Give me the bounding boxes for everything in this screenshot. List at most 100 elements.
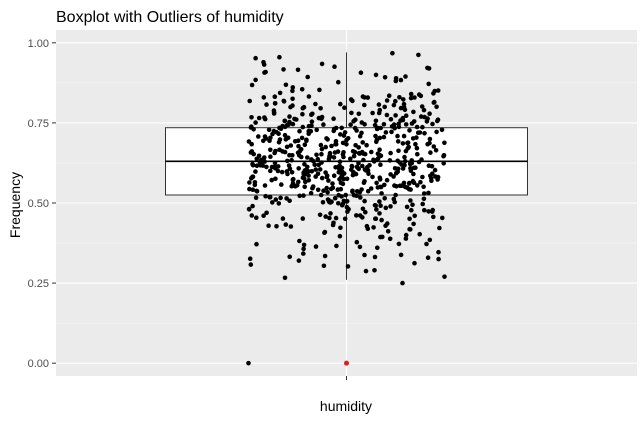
data-point: [421, 196, 427, 202]
data-point: [405, 140, 411, 145]
data-point: [249, 176, 254, 181]
data-point: [397, 160, 403, 165]
data-point: [403, 236, 409, 241]
data-point: [408, 91, 414, 97]
data-point: [378, 203, 383, 208]
data-point: [396, 241, 402, 247]
data-point: [421, 184, 426, 190]
data-point: [388, 150, 393, 156]
data-point: [370, 174, 375, 180]
data-point: [402, 159, 408, 164]
data-point: [419, 157, 424, 162]
data-point: [318, 106, 323, 111]
data-point: [289, 170, 295, 175]
data-point: [361, 157, 366, 163]
data-point: [324, 185, 330, 191]
data-point: [400, 280, 405, 286]
data-point: [323, 214, 329, 219]
data-point: [372, 122, 378, 128]
data-point: [407, 161, 413, 167]
data-point: [324, 174, 330, 180]
data-point: [370, 110, 375, 116]
data-point: [321, 188, 326, 193]
data-point: [387, 236, 393, 242]
data-point: [380, 234, 385, 240]
data-point: [320, 200, 326, 205]
data-point: [333, 215, 339, 221]
data-point: [403, 122, 409, 127]
data-point: [412, 260, 417, 266]
data-point: [361, 151, 366, 156]
data-point: [356, 150, 362, 156]
data-point: [250, 162, 256, 168]
data-point: [348, 97, 354, 102]
y-tick-label: 1.00: [28, 38, 49, 50]
data-point: [315, 156, 321, 162]
jitter-points: [246, 50, 447, 366]
data-point: [408, 198, 413, 203]
data-point: [401, 97, 406, 102]
data-point: [280, 216, 286, 221]
data-point: [275, 168, 281, 174]
data-point: [390, 50, 395, 56]
data-point: [374, 180, 379, 186]
data-point: [318, 192, 324, 198]
data-point: [434, 129, 439, 135]
data-point: [415, 151, 420, 157]
data-point: [439, 127, 445, 133]
data-point: [317, 87, 322, 93]
data-point: [425, 116, 430, 121]
data-point: [433, 148, 439, 153]
data-point: [440, 215, 445, 221]
data-point: [250, 187, 256, 192]
data-point: [372, 254, 378, 260]
data-point: [321, 263, 327, 269]
data-point: [277, 54, 282, 60]
data-point: [410, 178, 416, 184]
data-point: [419, 104, 425, 109]
data-point: [340, 181, 346, 187]
data-point: [341, 150, 346, 155]
data-point: [344, 137, 349, 143]
data-point: [392, 199, 398, 205]
data-point: [306, 94, 312, 99]
data-point: [395, 133, 400, 139]
y-tick-label: 0.50: [28, 198, 49, 210]
data-point: [319, 114, 325, 120]
data-point: [285, 158, 290, 164]
data-point: [253, 215, 259, 220]
data-point: [339, 194, 344, 199]
data-point: [360, 215, 365, 220]
data-point: [339, 125, 345, 131]
data-point: [378, 184, 383, 190]
data-point: [437, 225, 442, 231]
data-point: [430, 121, 435, 127]
y-axis-title: Frequency: [7, 172, 23, 238]
data-point: [256, 115, 262, 121]
data-point: [362, 102, 367, 108]
data-point: [405, 185, 410, 190]
data-point: [262, 70, 267, 75]
data-point: [374, 139, 379, 145]
data-point: [249, 82, 255, 88]
data-point: [393, 113, 398, 118]
data-point: [300, 111, 305, 117]
data-point: [296, 143, 301, 149]
data-point: [336, 170, 342, 175]
data-point: [413, 165, 418, 170]
data-point: [410, 136, 416, 141]
data-point: [331, 116, 336, 121]
data-point: [397, 183, 403, 189]
data-point: [375, 245, 380, 251]
data-point: [295, 67, 301, 73]
data-point: [299, 87, 305, 92]
data-point: [314, 152, 319, 158]
data-point: [278, 195, 283, 201]
data-point: [247, 98, 252, 104]
data-point: [297, 238, 302, 244]
data-point: [249, 213, 255, 218]
data-point: [303, 179, 308, 185]
data-point: [342, 216, 348, 222]
data-point: [417, 231, 423, 237]
data-point: [376, 152, 382, 158]
